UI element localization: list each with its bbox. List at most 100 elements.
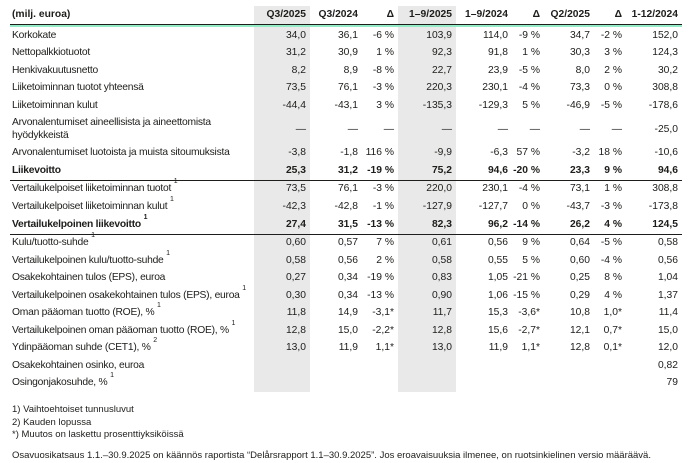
cell: 0,29 [569,289,590,301]
cell [254,357,310,375]
cell [254,374,310,393]
cell: -4 % [600,254,622,266]
cell: 11,7 [398,304,456,323]
footnote-marker: 1 [173,178,178,186]
column-header: Δ [594,6,626,25]
cell: -21 % [513,272,540,284]
cell: 0,58 [657,237,678,249]
cell: 0 % [522,200,540,212]
cell: 4 % [604,289,622,301]
row-label: Vertailukelpoinen oman pääoman tuotto (R… [12,319,236,336]
cell: 73,3 [569,82,590,94]
cell: 27,4 [254,216,310,235]
cell: 0,60 [569,254,590,266]
cell: -9 % [512,25,544,45]
cell: -46,9 [566,99,590,111]
row-label: Oman pääoman tuotto (ROE), % 1 [12,302,161,319]
cell: 103,9 [398,25,456,45]
footnote-marker: 1 [231,319,236,327]
cell: 92,3 [398,44,456,63]
column-header: Q2/2025 [544,6,594,25]
cell: 11,8 [254,304,310,323]
cell: -1 % [372,200,394,212]
table-row: Liiketoiminnan kulut -44,4 -43,1 3 % -135,3 -… [10,97,682,115]
footnote-marker: 1 [166,249,170,257]
cell: 220,0 [398,180,456,199]
row-label: Vertailukelpoinen liikevoitto 1 [10,214,254,235]
table-row: Henkivakuutusnetto 8,2 8,9 -8 % 22,7 23,9 -5 %… [10,62,682,80]
footnote-marker: 2 [153,337,157,345]
cell: 10,8 [569,307,590,319]
cell: -43,1 [334,99,358,111]
cell: -25,0 [654,123,678,135]
cell: -3,8 [254,144,310,163]
cell: -129,3 [478,99,508,111]
cell: 76,1 [337,183,358,195]
cell: 82,3 [398,216,456,235]
cell: 230,1 [482,82,508,94]
cell: 0,25 [569,272,590,284]
cell: 75,2 [398,162,456,181]
cell: 8,2 [254,62,310,80]
cell: 8 % [604,272,622,284]
cell: 1,0* [603,307,622,319]
table-row: Vertailukelpoinen osakekohtainen tulos (… [10,285,682,305]
cell: -5 % [518,64,540,76]
cell: 124,3 [652,47,678,59]
cell: 1 % [522,47,540,59]
cell: 8,9 [343,64,358,76]
cell: -3,1* [372,307,394,319]
cell: 1,06 [487,289,508,301]
cell: 1,1* [521,342,540,354]
footnote-marker: 1 [91,232,95,240]
table-row: Vertailukelpoinen liikevoitto 1 27,4 31,5-… [10,214,682,235]
cell: 114,0 [456,25,512,45]
cell: -3,2 [572,147,590,159]
cell: 0,7* [603,324,622,336]
row-label: Liiketoiminnan kulut [12,99,98,111]
cell: 2 % [604,64,622,76]
table-row: Vertailukelpoinen kulu/tuotto-suhde 1 0,5… [10,249,682,270]
cell: 34,7 [544,25,594,45]
cell [310,357,362,375]
cell: -13 % [362,216,398,235]
row-label: Vertailukelpoinen kulu/tuotto-suhde 1 [12,249,170,266]
cell: 12,8 [398,322,456,340]
cell: 18 % [598,147,622,159]
financial-table: (milj. euroa) Q3/2025 Q3/2024 Δ 1–9/2025 1–9/… [10,6,682,393]
cell: -4 % [518,183,540,195]
cell: -5 % [600,237,622,249]
cell: — [398,114,456,145]
column-header: Q3/2024 [310,6,362,25]
cell [362,357,398,375]
cell: 12,0 [657,342,678,354]
table-row: Osakekohtainen osinko, euroa 0,82 [10,357,682,375]
footnotes: 1) Vaihtoehtoiset tunnusluvut 2) Kauden … [10,404,682,440]
table-row: Oman pääoman tuotto (ROE), % 1 11,8 14,9 -3… [10,302,682,323]
cell: 9 % [594,162,626,181]
cell: 76,1 [337,82,358,94]
cell: -15 % [513,289,540,301]
cell: 0,61 [398,234,456,253]
cell: -2,7* [518,324,540,336]
cell: 8,0 [575,64,590,76]
cell: 79 [666,377,678,389]
cell: -14 % [512,216,544,235]
footnote-asterisk: *) Muutos on laskettu prosenttiyksiköiss… [12,428,184,440]
cell: 12,1 [569,324,590,336]
table-row: Vertailukelpoiset liiketoiminnan tuotot … [10,178,682,199]
cell: 14,9 [337,307,358,319]
row-label: Vertailukelpoiset liiketoiminnan tuotot … [12,178,178,195]
table-body: Korkokate 34,0 36,1 -6 % 103,9 114,0 -9 % 34,7-… [10,25,682,393]
footnote-1: 1) Vaihtoehtoiset tunnusluvut [12,404,134,416]
cell: 15,0 [657,324,678,336]
cell: 30,3 [569,47,590,59]
cell: 308,8 [652,183,678,195]
cell: 73,1 [569,183,590,195]
row-label: Osakekohtainen tulos (EPS), euroa [12,272,166,284]
cell: -3 % [372,183,394,195]
cell: 3 % [604,47,622,59]
cell: 0,60 [254,234,310,253]
column-header: 1–9/2024 [456,6,512,25]
cell: 30,9 [337,47,358,59]
